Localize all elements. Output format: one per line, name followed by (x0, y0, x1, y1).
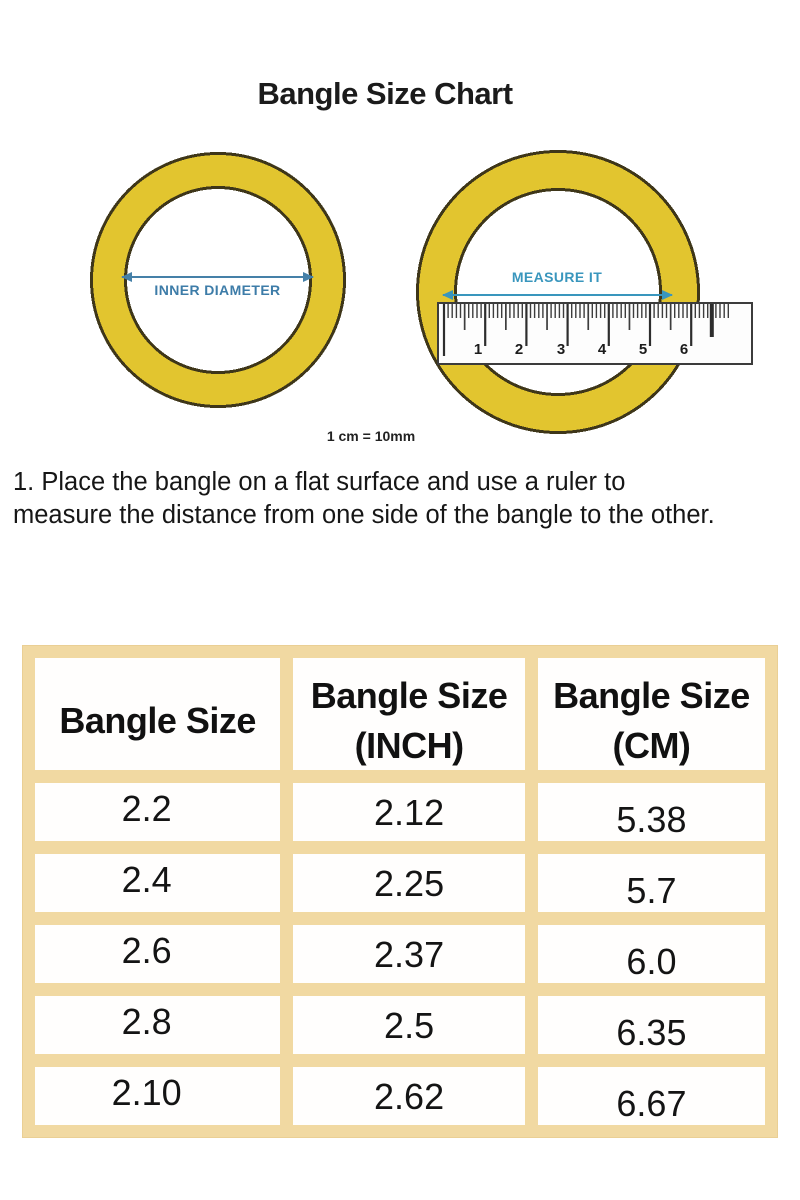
ruler-number: 5 (638, 341, 648, 358)
ruler-number: 2 (514, 341, 524, 358)
bangle-ring-illustration-right (414, 148, 702, 436)
table-cell: 2.62 (293, 1067, 525, 1125)
table-cell: 5.38 (537, 783, 765, 841)
table-cell: 6.67 (537, 1067, 765, 1125)
arrowhead-right-icon (303, 272, 314, 282)
table-cell: 2.8 (35, 996, 281, 1054)
table-cell: 2.4 (35, 854, 281, 912)
col-header-bangle-size-cm: Bangle Size (CM) (537, 658, 765, 770)
ruler-number: 6 (679, 341, 689, 358)
table-cell: 2.5 (293, 996, 525, 1054)
table-cell: 5.7 (537, 854, 765, 912)
table-cell: 2.10 (35, 1067, 281, 1125)
table-cell: 2.25 (293, 854, 525, 912)
page-title: Bangle Size Chart (257, 76, 513, 111)
ruler-number: 1 (473, 341, 483, 358)
col-header-bangle-size-inch: Bangle Size (INCH) (293, 658, 525, 770)
table-cell: 6.0 (537, 925, 765, 983)
instructions-text: 1. Place the bangle on a flat surface an… (13, 468, 715, 530)
arrow-shaft (443, 294, 672, 296)
table-cell: 2.2 (35, 783, 281, 841)
measure-it-label: MEASURE IT (511, 269, 603, 285)
col-header-bangle-size: Bangle Size (35, 658, 281, 770)
table-cell: 2.37 (293, 925, 525, 983)
arrow-shaft (122, 276, 313, 278)
size-table: Bangle Size Bangle Size (INCH) Bangle Si… (22, 645, 778, 1138)
inner-diameter-label: INNER DIAMETER (154, 282, 281, 298)
ruler-illustration: 1 2 3 4 5 6 (437, 302, 753, 365)
arrowhead-left-icon (121, 272, 132, 282)
table-cell: 6.35 (537, 996, 765, 1054)
ruler-number: 4 (597, 341, 607, 358)
table-cell: 2.6 (35, 925, 281, 983)
scale-note: 1 cm = 10mm (326, 428, 416, 444)
ruler-ticks (442, 304, 729, 356)
arrowhead-left-icon (442, 290, 453, 300)
table-cell: 2.12 (293, 783, 525, 841)
ruler-number: 3 (556, 341, 566, 358)
arrowhead-right-icon (662, 290, 673, 300)
